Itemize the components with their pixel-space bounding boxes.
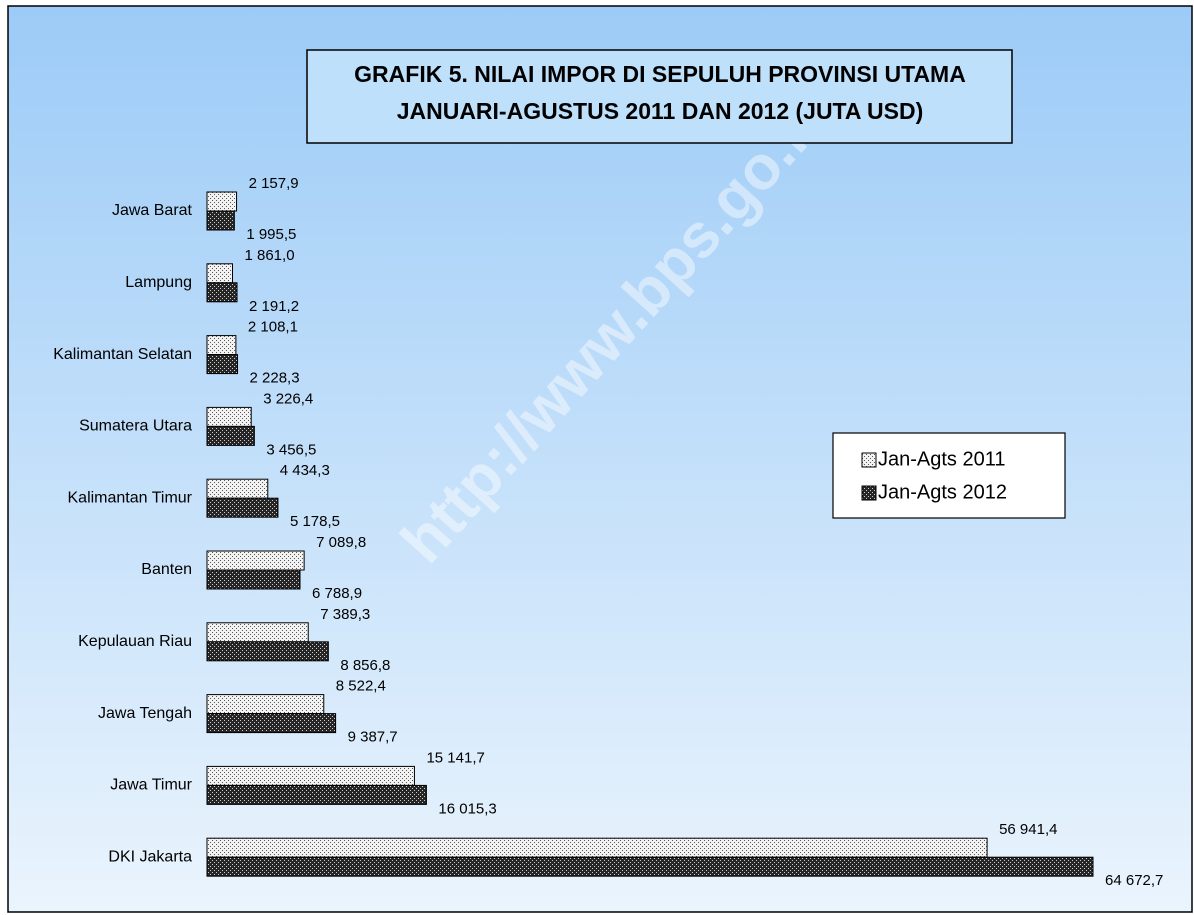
data-label: 6 788,9 xyxy=(312,585,362,602)
bar xyxy=(206,263,233,284)
data-label: 2 108,1 xyxy=(248,319,298,336)
y-tick-label: Jawa Timur xyxy=(110,777,192,794)
y-tick-label: Kalimantan Timur xyxy=(68,489,193,506)
data-label: 15 141,7 xyxy=(426,749,484,766)
legend-swatch xyxy=(861,452,877,468)
data-label: 16 015,3 xyxy=(438,800,496,817)
data-label: 56 941,4 xyxy=(999,821,1057,838)
bar xyxy=(206,335,237,356)
data-label: 2 157,9 xyxy=(249,175,299,192)
bar xyxy=(206,210,235,231)
data-label: 2 191,2 xyxy=(249,298,299,315)
y-tick-label: Jawa Tengah xyxy=(98,705,192,722)
data-label: 4 434,3 xyxy=(280,462,330,479)
legend-label: Jan-Agts 2011 xyxy=(878,448,1006,470)
bar xyxy=(206,784,427,805)
bar xyxy=(206,694,325,715)
bar xyxy=(206,765,415,786)
data-label: 8 522,4 xyxy=(336,678,386,695)
y-tick-label: DKI Jakarta xyxy=(108,848,192,865)
y-tick-label: Kalimantan Selatan xyxy=(53,346,192,363)
y-tick-label: Kepulauan Riau xyxy=(78,633,192,650)
bar xyxy=(206,425,255,446)
legend xyxy=(832,432,1066,519)
data-label: 2 228,3 xyxy=(250,370,300,387)
bar xyxy=(206,282,238,303)
bar xyxy=(206,191,238,212)
data-label: 64 672,7 xyxy=(1105,872,1163,889)
bar xyxy=(206,641,329,662)
bar xyxy=(206,622,309,643)
chart-title: GRAFIK 5. NILAI IMPOR DI SEPULUH PROVINS… xyxy=(354,61,966,87)
bar xyxy=(206,569,301,590)
bar xyxy=(206,478,269,499)
y-tick-label: Banten xyxy=(141,561,192,578)
bar xyxy=(206,837,988,858)
data-label: 1 995,5 xyxy=(246,226,296,243)
data-label: 9 387,7 xyxy=(348,729,398,746)
y-tick-label: Lampung xyxy=(125,274,192,291)
legend-swatch xyxy=(861,485,877,501)
bar xyxy=(206,713,337,734)
data-label: 3 226,4 xyxy=(263,390,313,407)
title-box xyxy=(306,49,1013,144)
data-label: 5 178,5 xyxy=(290,513,340,530)
data-label: 7 089,8 xyxy=(316,534,366,551)
data-label: 8 856,8 xyxy=(340,657,390,674)
data-label: 1 861,0 xyxy=(244,247,294,264)
y-tick-label: Jawa Barat xyxy=(112,202,193,219)
data-label: 7 389,3 xyxy=(320,606,370,623)
data-label: 3 456,5 xyxy=(266,441,316,458)
y-tick-label: Sumatera Utara xyxy=(79,418,192,435)
chart-subtitle: JANUARI-AGUSTUS 2011 DAN 2012 (JUTA USD) xyxy=(397,98,924,124)
bar xyxy=(206,406,252,427)
bar xyxy=(206,497,279,518)
legend-label: Jan-Agts 2012 xyxy=(878,481,1007,503)
bar xyxy=(206,856,1094,877)
bar xyxy=(206,550,305,571)
bar xyxy=(206,354,239,375)
